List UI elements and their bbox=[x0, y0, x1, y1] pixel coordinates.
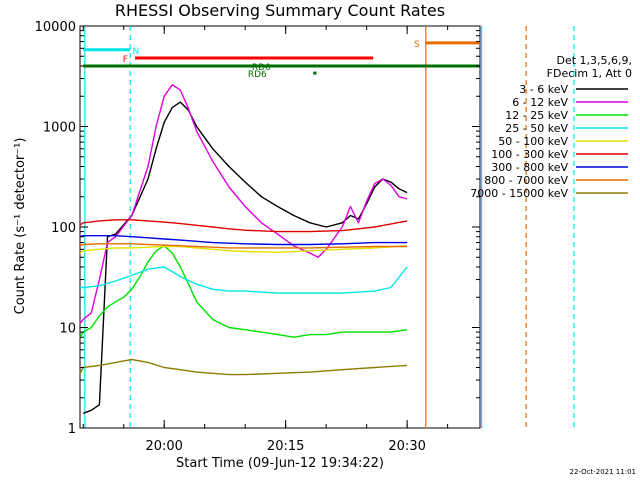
legend: Det 1,3,5,6,9,FDecim 1, Att 0 3 - 6 keV6 … bbox=[470, 54, 632, 200]
y-tick-label: 100 bbox=[51, 221, 76, 236]
series-line-8 bbox=[79, 243, 408, 249]
legend-header-line: FDecim 1, Att 0 bbox=[547, 67, 632, 80]
state-label-f: F bbox=[123, 55, 128, 65]
series-line-4 bbox=[80, 266, 408, 294]
state-label-s: S bbox=[414, 40, 420, 50]
state-label-rd6: RD6 bbox=[248, 70, 267, 80]
legend-header-line: Det 1,3,5,6,9, bbox=[556, 54, 632, 67]
x-tick-label: 20:30 bbox=[388, 439, 425, 454]
y-axis-label: Count Rate (s⁻¹ detector⁻¹) bbox=[13, 138, 28, 315]
series-line-6 bbox=[79, 219, 408, 233]
legend-entry-label: 7000 - 15000 keV bbox=[470, 187, 568, 200]
series-lines bbox=[79, 84, 408, 414]
y-tick-label: 1 bbox=[68, 422, 76, 437]
x-tick-label: 20:00 bbox=[145, 439, 182, 454]
legend-entry-label: 800 - 7000 keV bbox=[484, 174, 568, 187]
state-label-n: N bbox=[133, 47, 140, 57]
series-line-7 bbox=[79, 234, 408, 246]
legend-entry-label: 3 - 6 keV bbox=[519, 83, 568, 96]
series-line-9 bbox=[79, 358, 408, 376]
plot-frame bbox=[79, 25, 481, 429]
series-line-1 bbox=[82, 101, 408, 414]
x-tick-label: 20:15 bbox=[267, 439, 304, 454]
legend-entry-label: 25 - 50 keV bbox=[505, 122, 568, 135]
series-line-2 bbox=[79, 84, 408, 324]
y-tick-label: 10000 bbox=[35, 20, 76, 35]
state-label-rd0: RD0 bbox=[252, 63, 271, 73]
footer-timestamp: 22-Oct-2021 11:01 bbox=[570, 468, 636, 476]
legend-entry-label: 300 - 800 keV bbox=[491, 161, 568, 174]
series-line-5 bbox=[79, 245, 408, 254]
y-tick-label: 1000 bbox=[43, 121, 76, 136]
legend-entry-label: 12 - 25 keV bbox=[505, 109, 568, 122]
legend-entry-label: 50 - 100 keV bbox=[498, 135, 568, 148]
x-axis-label: Start Time (09-Jun-12 19:34:22) bbox=[176, 456, 384, 471]
plot-border bbox=[79, 25, 481, 429]
chart-title: RHESSI Observing Summary Count Rates bbox=[115, 1, 445, 20]
axes: 1 10 100 1000 10000 20:00 20:15 20:30 bbox=[35, 20, 480, 454]
series-line-3 bbox=[79, 245, 408, 338]
legend-entry-label: 100 - 300 keV bbox=[491, 148, 568, 161]
y-tick-label: 10 bbox=[59, 322, 76, 337]
legend-entry-label: 6 - 12 keV bbox=[512, 96, 568, 109]
